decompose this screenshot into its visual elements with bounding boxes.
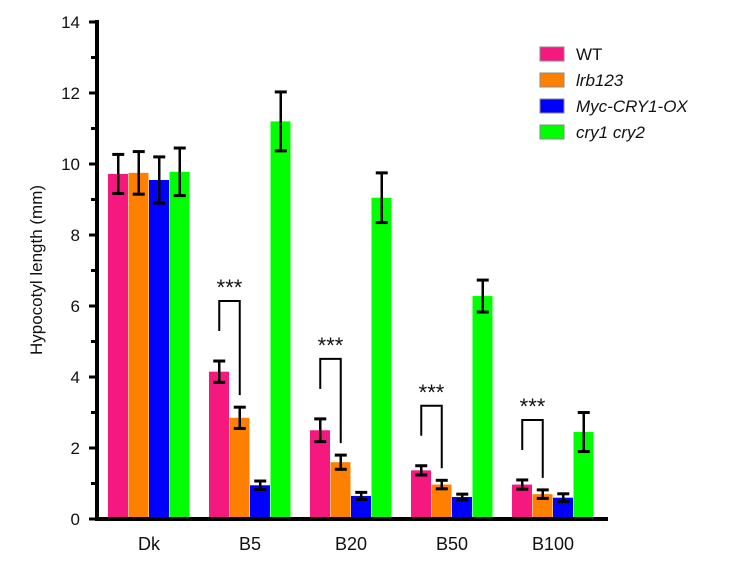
error-bar	[516, 478, 529, 491]
bar-lrb123-b20	[330, 462, 351, 519]
x-tick-labels: Dk B5 B20 B50 B100	[138, 534, 574, 554]
legend-swatch	[539, 46, 565, 62]
x-tick-label: Dk	[138, 534, 161, 554]
x-tick-label: B50	[436, 534, 468, 554]
bar-wt-dk	[108, 173, 128, 519]
bar-myc-cry1-ox-dk	[149, 179, 169, 519]
error-bar	[334, 453, 347, 471]
significance-layer: *** *** *** ***	[217, 275, 546, 478]
error-bar	[173, 146, 186, 198]
legend-item: cry1 cry2	[539, 123, 646, 142]
y-tick-label: 14	[61, 13, 80, 32]
y-tick-label: 10	[61, 155, 80, 174]
bar-lrb123-dk	[128, 172, 149, 519]
error-bar	[476, 278, 489, 314]
error-bar	[274, 90, 287, 153]
error-bar	[415, 464, 428, 477]
bar-cry1-cry2-dk	[169, 171, 190, 519]
legend-label: lrb123	[576, 71, 624, 90]
legend-swatch	[539, 124, 565, 140]
legend-item: WT	[539, 45, 602, 64]
significance-label: ***	[318, 333, 344, 358]
error-bar	[112, 152, 125, 195]
y-tick-label: 6	[71, 297, 80, 316]
legend-item: lrb123	[539, 71, 624, 90]
error-bar	[314, 417, 327, 444]
bar-cry1-cry2-b20	[371, 197, 392, 519]
y-tick-label: 0	[71, 510, 80, 529]
significance-bracket: ***	[520, 394, 546, 478]
bar-wt-b5	[209, 371, 229, 519]
y-tick-label: 8	[71, 226, 80, 245]
bar-cry1-cry2-b50	[472, 296, 493, 519]
y-axis-label: Hypocotyl length (mm)	[27, 185, 46, 355]
bar-myc-cry1-ox-b50	[452, 496, 472, 519]
bar-myc-cry1-ox-b5	[250, 485, 270, 519]
x-tick-label: B100	[532, 534, 574, 554]
error-bar	[557, 492, 570, 504]
x-tick-label: B20	[335, 534, 367, 554]
y-ticks: 0 2 4 6 8 10 12 14	[61, 13, 97, 529]
legend-swatch	[539, 98, 565, 114]
error-bar	[213, 359, 226, 384]
error-bar	[355, 490, 368, 501]
error-bar	[153, 155, 166, 205]
significance-label: ***	[419, 380, 445, 405]
bar-lrb123-b50	[431, 484, 452, 519]
legend-item: Myc-CRY1-OX	[539, 97, 688, 116]
x-tick-label: B5	[239, 534, 261, 554]
y-tick-label: 12	[61, 84, 80, 103]
bar-lrb123-b5	[229, 417, 250, 519]
legend-label: WT	[576, 45, 602, 64]
legend-swatch	[539, 72, 565, 88]
error-bar	[435, 478, 448, 491]
bar-cry1-cry2-b100	[573, 432, 594, 519]
error-bar	[254, 479, 267, 492]
legend-label: Myc-CRY1-OX	[576, 97, 688, 116]
error-bar	[375, 171, 388, 225]
bar-wt-b20	[310, 430, 330, 519]
bar-wt-b50	[411, 470, 431, 519]
error-bar	[456, 492, 469, 502]
significance-bracket: ***	[318, 333, 344, 444]
legend-label: cry1 cry2	[576, 123, 646, 142]
bar-wt-b100	[512, 484, 532, 519]
y-tick-label: 4	[71, 368, 80, 387]
error-bar	[536, 488, 549, 500]
significance-label: ***	[520, 394, 546, 419]
error-bar	[577, 411, 590, 454]
significance-bracket: ***	[217, 275, 243, 396]
error-bars-layer	[112, 90, 590, 504]
error-bar	[233, 405, 246, 430]
error-bar	[132, 150, 145, 196]
bars-layer	[108, 121, 594, 520]
bar-cry1-cry2-b5	[270, 121, 291, 520]
y-tick-label: 2	[71, 439, 80, 458]
significance-bracket: ***	[419, 380, 445, 469]
bar-myc-cry1-ox-b20	[351, 495, 371, 519]
bar-lrb123-b100	[532, 494, 553, 519]
legend: WT lrb123 Myc-CRY1-OX cry1 cry2	[539, 45, 688, 142]
significance-label: ***	[217, 275, 243, 300]
